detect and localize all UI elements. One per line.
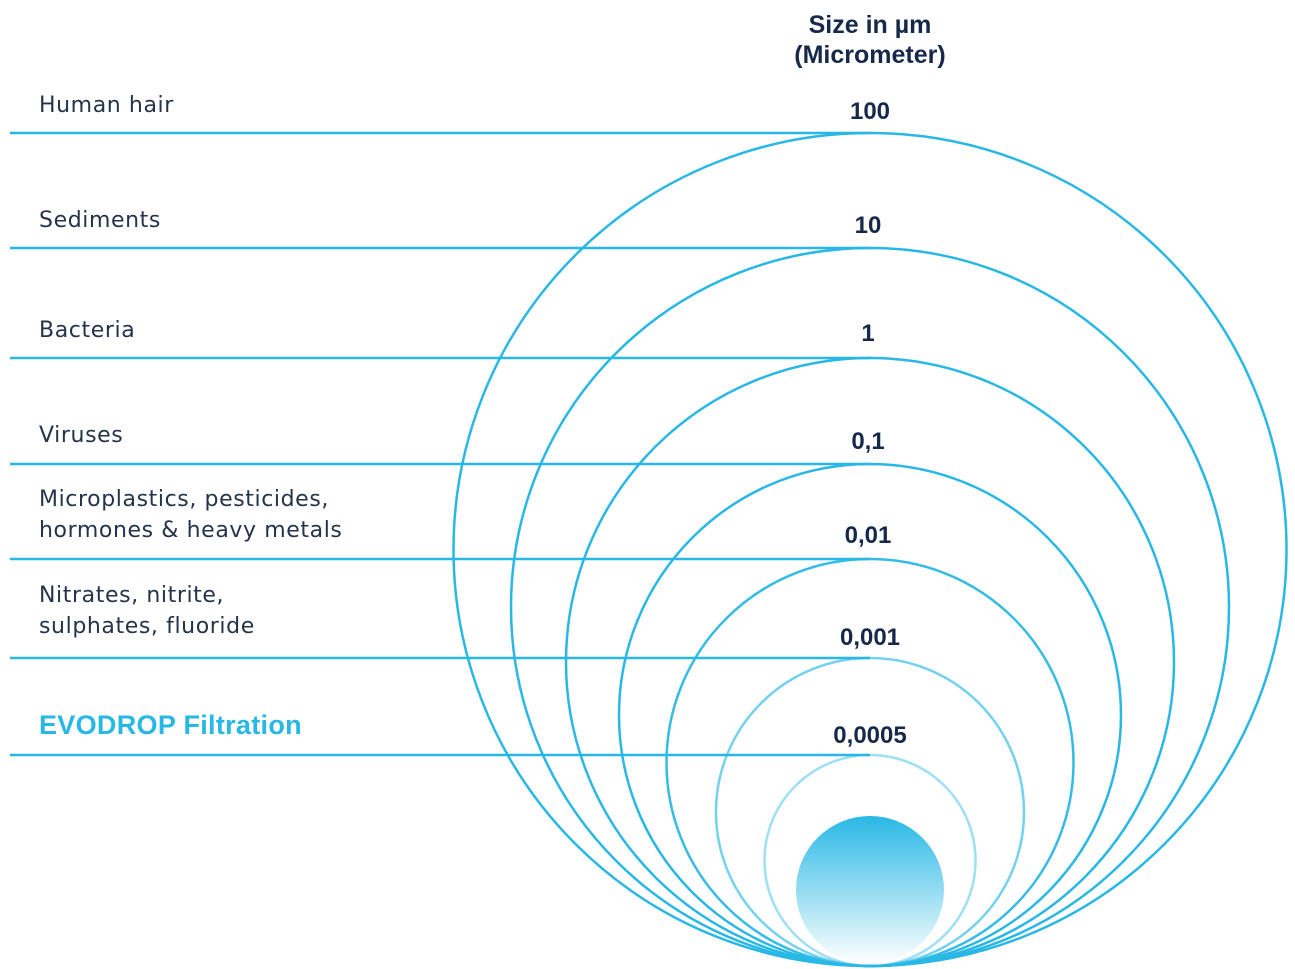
size-value-0-1: 0,1 — [851, 428, 885, 455]
size-value-0-0005: 0,0005 — [833, 722, 907, 749]
size-value-100: 100 — [849, 98, 891, 125]
size-axis-header: Size in µm (Micrometer) — [745, 10, 995, 70]
size-value-0-01: 0,01 — [844, 522, 892, 549]
water-drop-icon — [796, 816, 944, 964]
size-value-1: 1 — [861, 320, 875, 347]
category-label-nitrates: Nitrates, nitrite, sulphates, fluoride — [39, 583, 255, 639]
size-value-0-001: 0,001 — [839, 624, 901, 651]
category-label-microplastics: Microplastics, pesticides, hormones & he… — [39, 487, 343, 543]
size-value-10: 10 — [854, 212, 882, 239]
header-title: Size in µm — [808, 11, 932, 39]
category-label-evodrop-filtration: EVODROP Filtration — [39, 710, 302, 740]
header-unit: (Micrometer) — [794, 41, 946, 69]
category-label-bacteria: Bacteria — [39, 318, 136, 343]
category-label-sediments: Sediments — [39, 208, 161, 233]
category-label-viruses: Viruses — [39, 423, 124, 448]
size-circle-evodrop-filtration — [763, 753, 977, 968]
size-circle-nitrates — [714, 656, 1026, 968]
category-label-human-hair: Human hair — [39, 93, 174, 118]
